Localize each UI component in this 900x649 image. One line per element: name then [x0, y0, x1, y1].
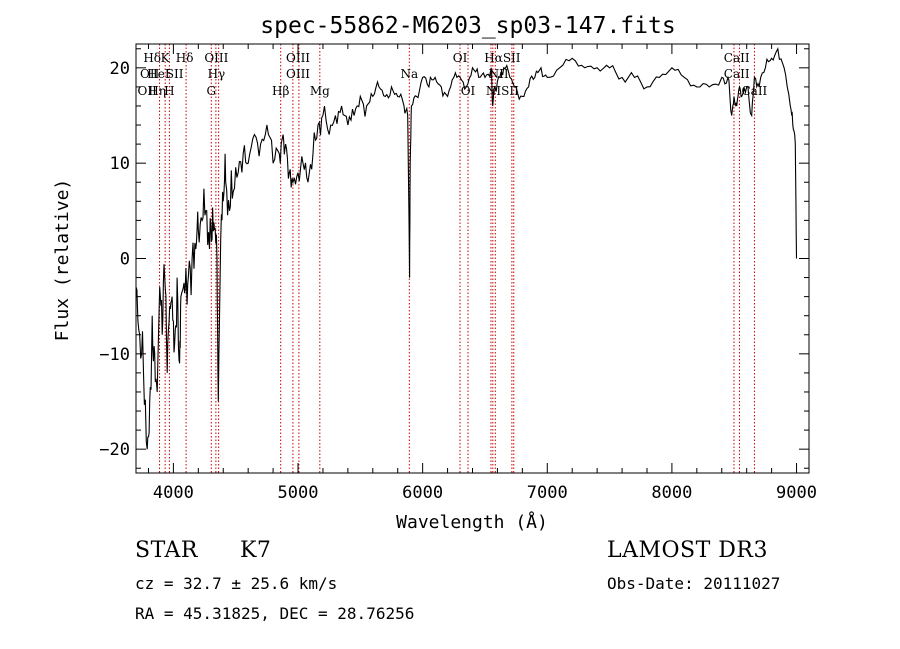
line-label: Hδ [176, 51, 194, 65]
y-tick-label: −10 [99, 345, 130, 365]
y-tick-label: 10 [110, 154, 130, 174]
line-label: SII [166, 67, 184, 81]
line-label: K [161, 51, 171, 65]
y-axis-label: Flux (relative) [52, 179, 73, 342]
x-tick-label: 4000 [153, 483, 194, 503]
object-subclass: K7 [240, 538, 272, 563]
line-label: OIII [204, 51, 228, 65]
chart-title: spec-55862-M6203_sp03-147.fits [260, 13, 675, 39]
line-label: Na [400, 67, 418, 81]
x-axis-label: Wavelength (Å) [396, 511, 548, 533]
line-label: HeI [147, 67, 170, 81]
x-axis-ticks: 4000 5000 6000 7000 8000 9000 [147, 44, 817, 503]
x-tick-label: 7000 [527, 483, 568, 503]
line-label: CaII [724, 51, 750, 65]
line-label: OIII [286, 51, 310, 65]
survey-name: LAMOST DR3 [607, 538, 768, 563]
y-axis-ticks: −20 −10 0 10 20 [99, 48, 809, 469]
y-tick-label: −20 [99, 440, 130, 460]
line-label: Hη [148, 84, 166, 98]
observation-date: Obs-Date: 20111027 [607, 574, 781, 593]
x-tick-label: 5000 [278, 483, 319, 503]
line-label: Hβ [272, 84, 289, 98]
line-label: HαSII [484, 51, 521, 65]
x-tick-label: 8000 [651, 483, 692, 503]
redshift-velocity: cz = 32.7 ± 25.6 km/s [135, 574, 338, 593]
line-label: OI [461, 84, 476, 98]
line-label: OI [453, 51, 468, 65]
line-label: G [206, 84, 216, 98]
coordinates: RA = 45.31825, DEC = 28.76256 [135, 604, 415, 623]
x-tick-label: 6000 [402, 483, 443, 503]
y-tick-label: 0 [120, 250, 130, 270]
emission-line-markers [159, 44, 755, 473]
line-label: OII [140, 67, 160, 81]
object-class: STAR [135, 538, 198, 563]
line-label: Hγ [208, 67, 226, 81]
line-label: OII [138, 84, 158, 98]
line-label: OIII [286, 67, 310, 81]
x-tick-label: 9000 [776, 483, 817, 503]
y-tick-label: 20 [110, 59, 130, 79]
line-label: Mg [310, 84, 330, 98]
plot-frame [135, 43, 810, 474]
spectrum-line [135, 47, 798, 450]
line-label: CaII [724, 67, 750, 81]
line-label: H [164, 84, 174, 98]
line-label: Hδ [143, 51, 161, 65]
